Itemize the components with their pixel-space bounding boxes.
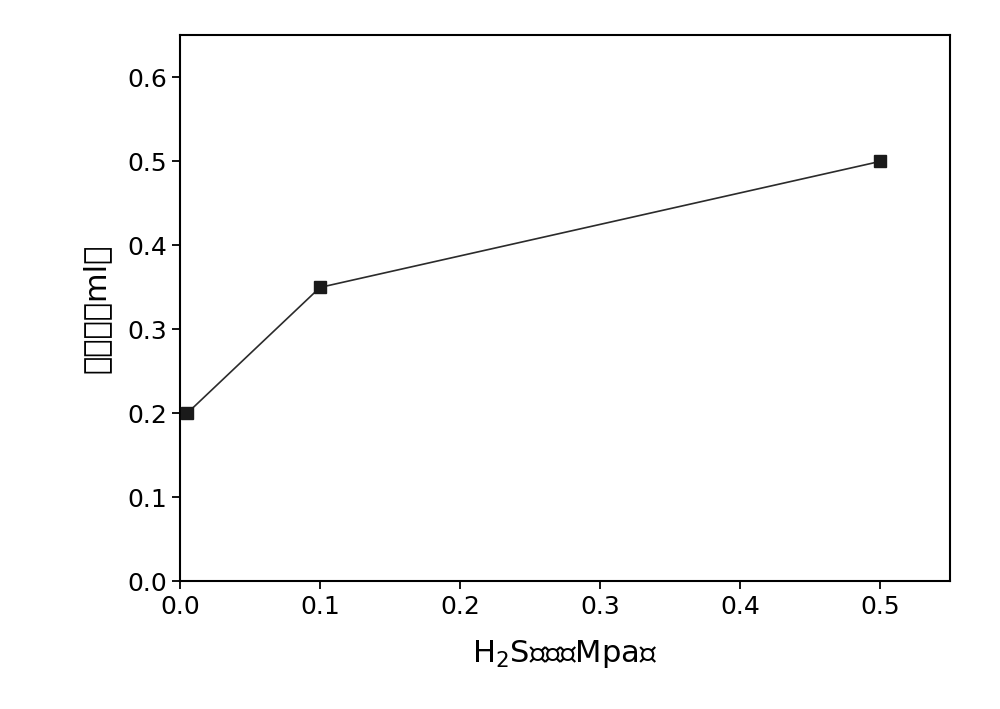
X-axis label: H$_2$S分压（Mpa）: H$_2$S分压（Mpa） (472, 638, 658, 670)
Y-axis label: 氢含量（ml）: 氢含量（ml） (81, 244, 110, 373)
